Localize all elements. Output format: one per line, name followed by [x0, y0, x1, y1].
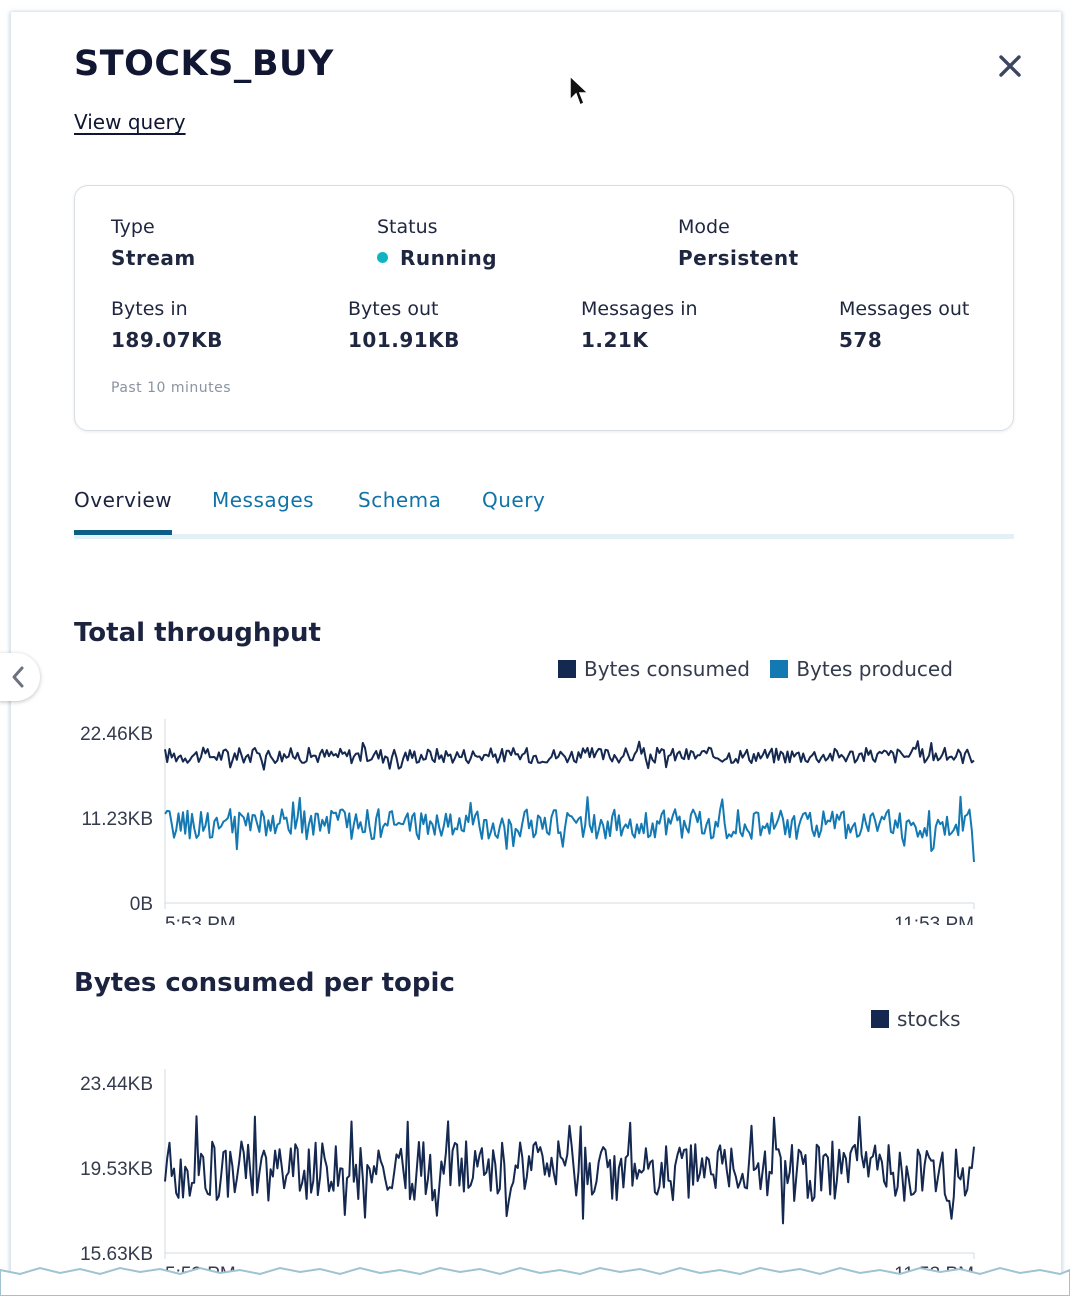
status-dot-icon: [377, 252, 388, 263]
y-tick-label: 11.23KB: [82, 809, 153, 830]
type-label: Type: [111, 216, 155, 238]
series-line-stocks: [164, 1115, 975, 1225]
torn-edge: [0, 1266, 1070, 1296]
collapse-panel-button[interactable]: [0, 653, 40, 701]
type-stat: Type Stream: [111, 216, 196, 270]
status-value: Running: [400, 246, 498, 270]
legend-swatch: [558, 660, 576, 678]
mode-stat: Mode Persistent: [678, 216, 799, 270]
bytes-in-value: 189.07KB: [111, 328, 223, 352]
messages-in-label: Messages in: [581, 298, 698, 320]
messages-out-label: Messages out: [839, 298, 970, 320]
series-line-bytes-consumed: [164, 740, 975, 771]
bytes-out-value: 101.91KB: [348, 328, 460, 352]
tab-overview[interactable]: Overview: [74, 488, 173, 512]
x-tick-label: 11:53 PM: [894, 914, 974, 925]
messages-out-stat: Messages out 578: [839, 298, 969, 352]
mode-value: Persistent: [678, 246, 799, 270]
y-tick-label: 19.53KB: [80, 1159, 153, 1180]
legend-swatch: [871, 1010, 889, 1028]
legend-item-stocks: stocks: [871, 1007, 961, 1031]
legend-swatch: [770, 660, 789, 678]
chevron-left-icon: [12, 666, 24, 688]
tab-messages[interactable]: Messages: [212, 488, 315, 512]
status-label: Status: [377, 216, 438, 238]
messages-out-value: 578: [839, 328, 883, 352]
bytes-out-stat: Bytes out 101.91KB: [348, 298, 460, 352]
throughput-chart-title: Total throughput: [74, 618, 321, 648]
mode-label: Mode: [678, 216, 730, 238]
legend-item-bytes-consumed: Bytes consumed: [558, 657, 750, 681]
page-title: STOCKS_BUY: [74, 44, 334, 84]
y-tick-label: 22.46KB: [80, 724, 153, 745]
period-note: Past 10 minutes: [111, 380, 232, 396]
messages-in-value: 1.21K: [581, 328, 649, 352]
bytes-in-stat: Bytes in 189.07KB: [111, 298, 223, 352]
summary-card: Type Stream Status Running Mode Persiste…: [74, 185, 1014, 431]
x-tick-label: 5:53 PM: [165, 914, 236, 925]
legend-item-bytes-produced: Bytes produced: [770, 657, 953, 681]
tab-schema[interactable]: Schema: [358, 488, 442, 512]
throughput-legend: Bytes consumed Bytes produced: [558, 657, 953, 681]
y-tick-label: 15.63KB: [80, 1244, 153, 1265]
y-tick-label: 0B: [130, 894, 153, 915]
bytes-in-label: Bytes in: [111, 298, 188, 320]
tab-query[interactable]: Query: [482, 488, 546, 512]
throughput-chart: 22.46KB 11.23KB 0B 5:53 PM 11:53 PM: [80, 719, 975, 925]
series-line-bytes-produced: [164, 795, 975, 863]
tab-bar: Overview Messages Schema Query: [74, 488, 1014, 539]
per-topic-chart-title: Bytes consumed per topic: [74, 968, 455, 998]
per-topic-legend: stocks: [871, 1007, 961, 1031]
status-stat: Status Running: [377, 216, 497, 270]
mouse-cursor-icon: [569, 74, 590, 107]
bytes-out-label: Bytes out: [348, 298, 439, 320]
y-tick-label: 23.44KB: [80, 1074, 153, 1095]
messages-in-stat: Messages in 1.21K: [581, 298, 698, 352]
stream-details-panel: STOCKS_BUY View query Type Stream Status…: [10, 12, 1062, 1280]
active-tab-indicator: [74, 530, 172, 535]
close-icon[interactable]: [996, 52, 1024, 80]
type-value: Stream: [111, 246, 196, 270]
view-query-link[interactable]: View query: [74, 110, 186, 134]
